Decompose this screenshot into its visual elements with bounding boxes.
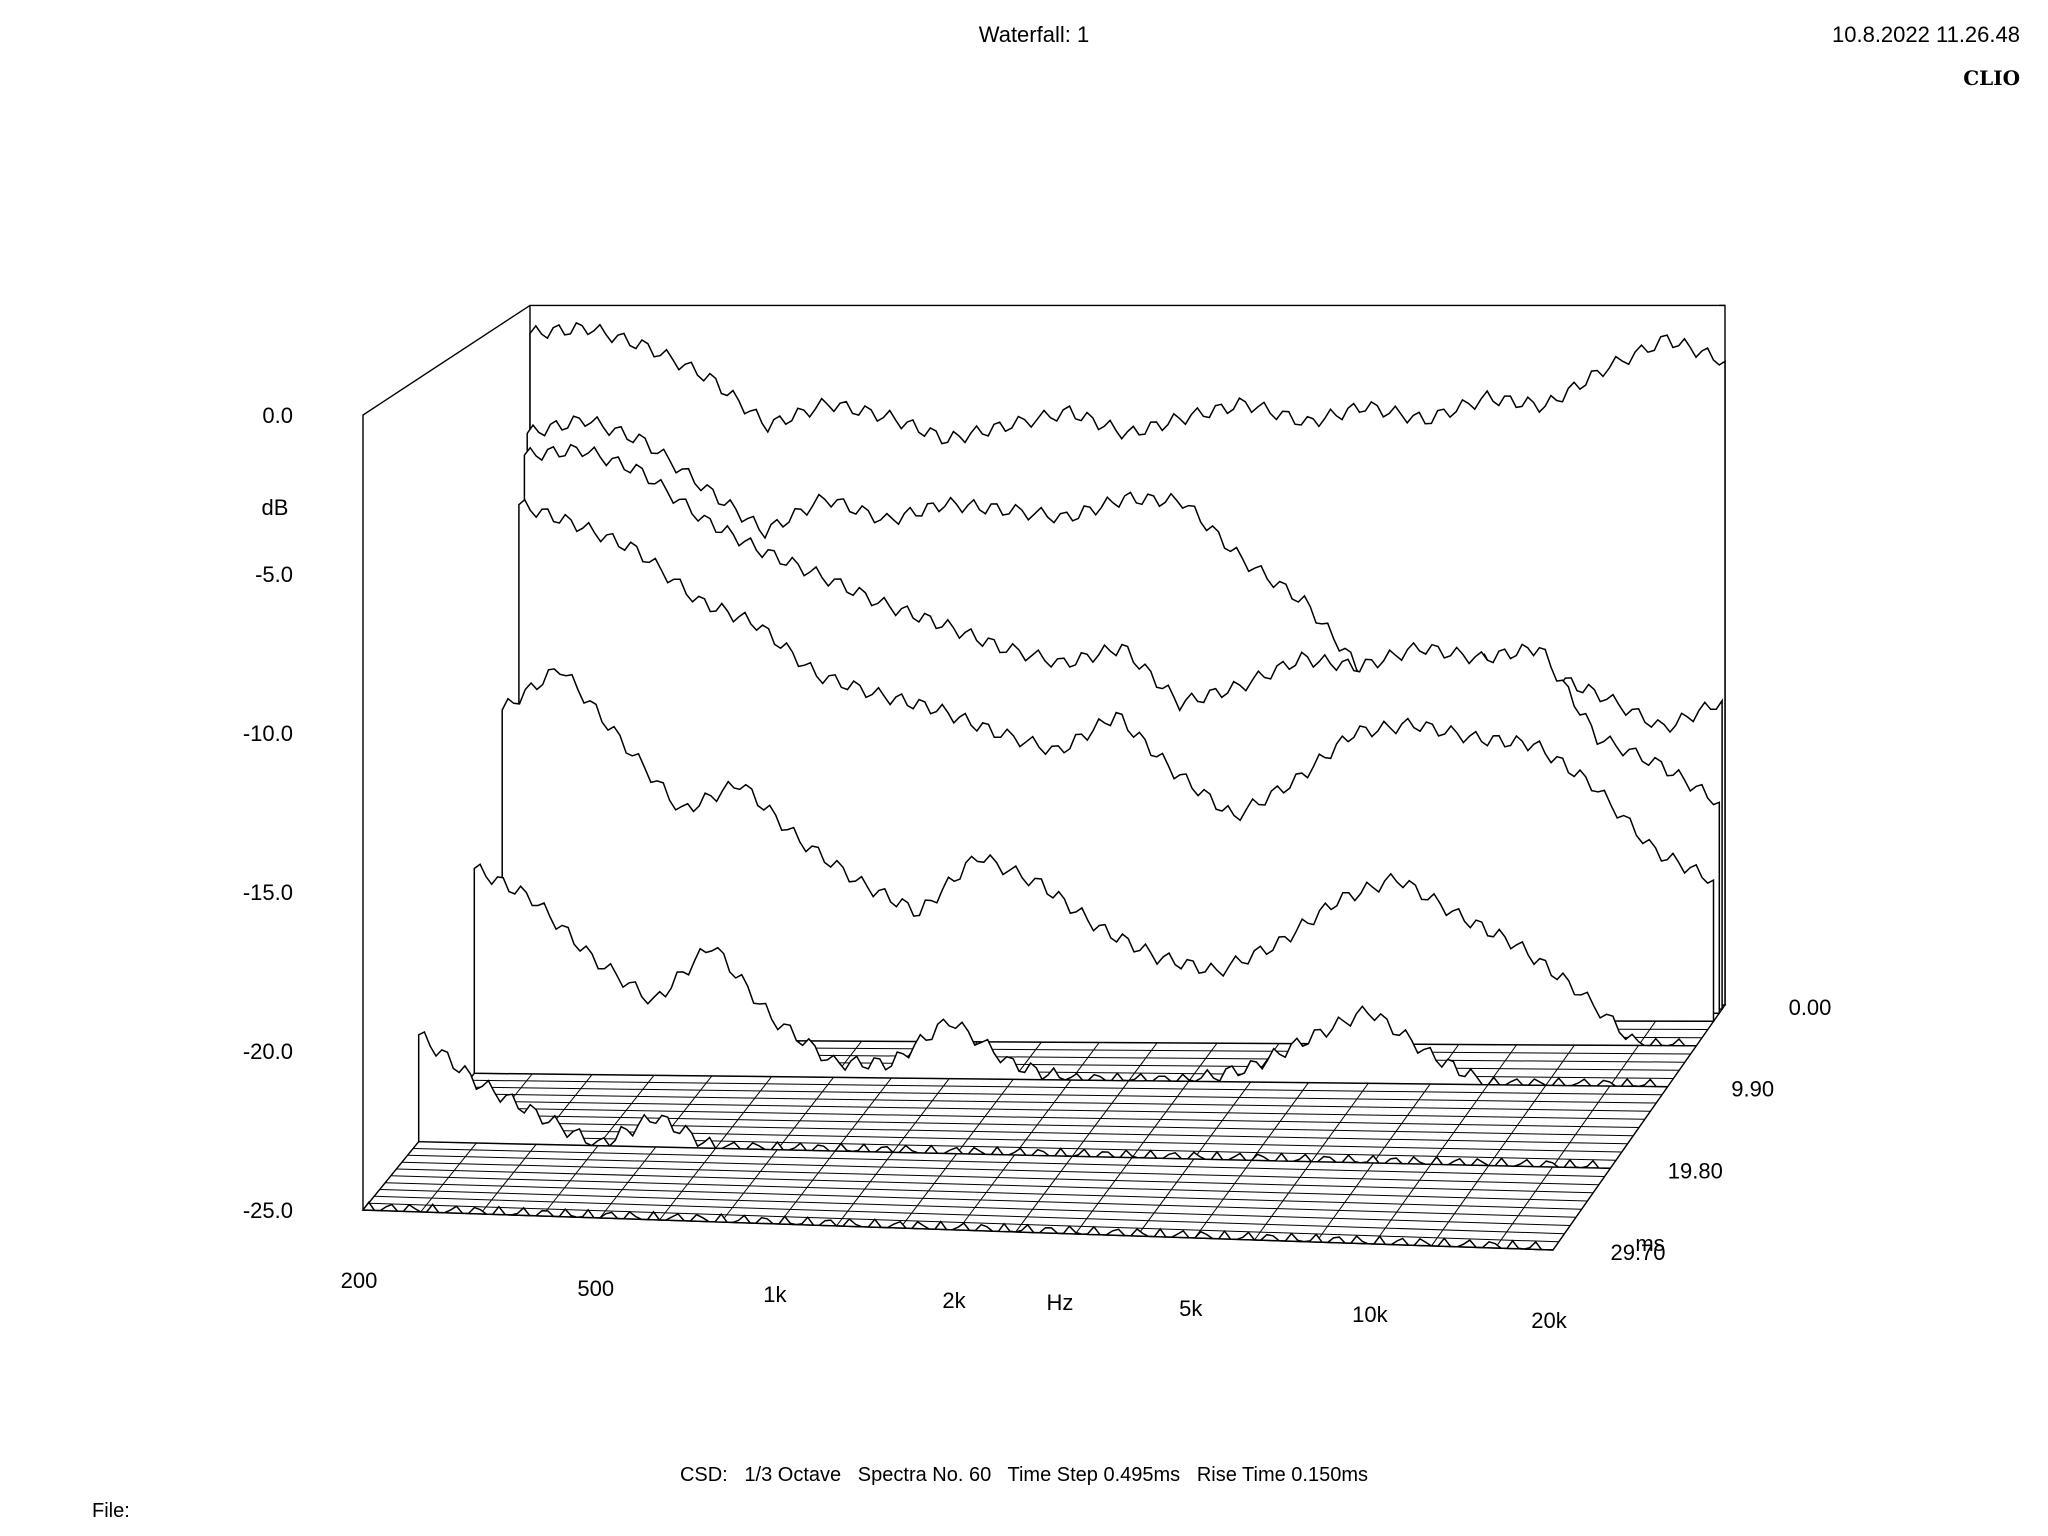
- floor-grid-time-line: [468, 1079, 1662, 1096]
- spectrum-slice-6: [417, 1030, 1611, 1170]
- floor-grid-time-line: [463, 1086, 1657, 1104]
- z-tick-label: 19.80: [1668, 1158, 1723, 1183]
- z-tick-label: 0.00: [1789, 995, 1832, 1020]
- x-tick-label: 20k: [1531, 1308, 1567, 1333]
- floor-grid-time-line: [385, 1182, 1576, 1218]
- x-tick-label: 200: [341, 1268, 378, 1293]
- floor-grid-time-line: [435, 1120, 1628, 1145]
- spectrum-slice-4: [501, 668, 1697, 1047]
- y-tick-label: -20.0: [243, 1039, 293, 1064]
- spectrum-slice-5: [473, 863, 1668, 1088]
- floor-grid-time-line: [390, 1175, 1582, 1210]
- x-tick-label: 5k: [1179, 1296, 1203, 1321]
- x-tick-label: 10k: [1352, 1302, 1388, 1327]
- y-tick-label: -15.0: [243, 880, 293, 905]
- left-wall: [362, 304, 531, 1210]
- floor-grid-time-line: [396, 1168, 1588, 1202]
- chart-title: Waterfall: 1: [978, 22, 1090, 47]
- floor-grid-time-line: [452, 1100, 1645, 1120]
- y-tick-label: -5.0: [255, 562, 293, 587]
- spectra-slices: [361, 321, 1726, 1251]
- floor-grid-time-line: [440, 1113, 1634, 1137]
- spectrum-slice-7: [361, 1201, 1554, 1251]
- floor-grid-time-line: [379, 1189, 1571, 1226]
- z-tick-label: 29.70: [1610, 1240, 1665, 1265]
- floor-grid-time-line: [457, 1093, 1651, 1112]
- timestamp: 10.8.2022 11.26.48: [1832, 22, 2020, 47]
- x-tick-label: 500: [577, 1276, 614, 1301]
- x-axis-label: Hz: [1046, 1290, 1074, 1315]
- y-tick-label: 0.0: [262, 403, 293, 428]
- z-axis-label: ms: [1635, 1231, 1665, 1256]
- y-tick-label: -10.0: [243, 721, 293, 746]
- floor-grid-time-line: [401, 1161, 1594, 1194]
- floor-grid-time-line: [407, 1154, 1599, 1186]
- x-tick-label: 1k: [763, 1282, 787, 1307]
- z-tick-label: 9.90: [1731, 1077, 1774, 1102]
- measurement-settings: CSD: 1/3 Octave Spectra No. 60 Time Step…: [679, 1464, 1369, 1486]
- y-axis-label: dB: [261, 495, 289, 520]
- x-tick-label: 2k: [942, 1288, 966, 1313]
- file-label: File:: [92, 1500, 130, 1522]
- clio-logo: CLIO: [1963, 66, 2020, 90]
- y-tick-label: -25.0: [243, 1198, 293, 1223]
- floor-grid-time-line: [374, 1195, 1565, 1235]
- floor-grid-time-line: [413, 1148, 1605, 1177]
- floor-grid-time-line: [446, 1107, 1640, 1128]
